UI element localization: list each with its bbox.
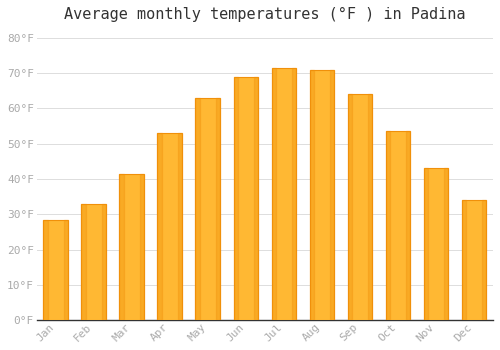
Bar bbox=[82, 204, 106, 320]
Bar bbox=[424, 168, 448, 320]
Bar bbox=[444, 168, 448, 320]
Bar bbox=[158, 133, 182, 320]
Bar bbox=[272, 68, 296, 320]
Bar bbox=[348, 94, 352, 320]
Bar bbox=[424, 168, 428, 320]
Bar bbox=[272, 68, 276, 320]
Bar bbox=[386, 132, 390, 320]
Bar bbox=[330, 70, 334, 320]
Bar bbox=[462, 200, 466, 320]
Bar bbox=[196, 98, 200, 320]
Bar bbox=[482, 200, 486, 320]
Bar bbox=[462, 200, 486, 320]
Bar bbox=[44, 220, 68, 320]
Bar bbox=[234, 77, 258, 320]
Bar bbox=[120, 174, 144, 320]
Bar bbox=[254, 77, 258, 320]
Bar bbox=[196, 98, 220, 320]
Title: Average monthly temperatures (°F ) in Padina: Average monthly temperatures (°F ) in Pa… bbox=[64, 7, 466, 22]
Bar bbox=[292, 68, 296, 320]
Bar bbox=[216, 98, 220, 320]
Bar bbox=[348, 94, 372, 320]
Bar bbox=[406, 132, 410, 320]
Bar bbox=[140, 174, 144, 320]
Bar bbox=[44, 220, 48, 320]
Bar bbox=[310, 70, 314, 320]
Bar bbox=[102, 204, 106, 320]
Bar bbox=[310, 70, 334, 320]
Bar bbox=[158, 133, 162, 320]
Bar bbox=[386, 132, 410, 320]
Bar bbox=[120, 174, 124, 320]
Bar bbox=[234, 77, 238, 320]
Bar bbox=[82, 204, 86, 320]
Bar bbox=[64, 220, 68, 320]
Bar bbox=[178, 133, 182, 320]
Bar bbox=[368, 94, 372, 320]
